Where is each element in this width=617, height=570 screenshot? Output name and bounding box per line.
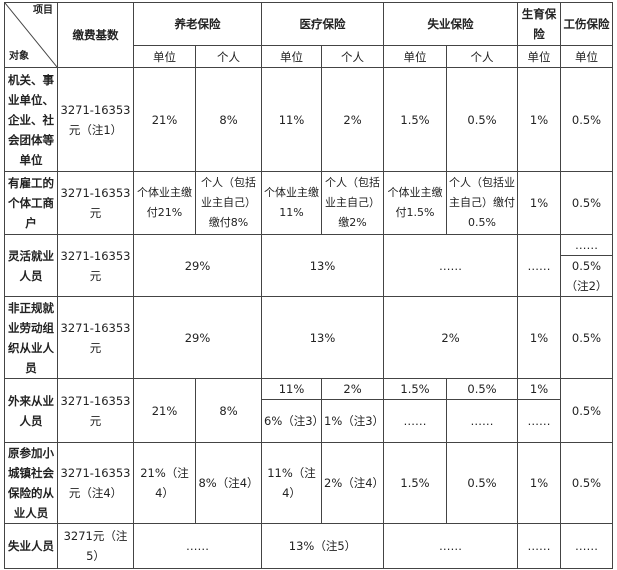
row-name: 机关、事业单位、企业、社会团体等单位 xyxy=(4,67,58,172)
row-base: 3271元（注5） xyxy=(57,523,134,569)
cell-unemp: 2% xyxy=(383,296,518,379)
cell-medical: 13% xyxy=(261,296,384,379)
cell-pension: …… xyxy=(133,523,262,569)
cell-unemp-unit-bottom: …… xyxy=(383,399,447,443)
cell-unemp-person: 个人（包括业主自己）缴付0.5% xyxy=(446,171,518,235)
cell-unemp-unit: 1.5% xyxy=(383,67,447,172)
cell-pension-unit: 21% xyxy=(133,378,196,443)
cell-injury: …… xyxy=(560,523,613,569)
cell-injury: 0.5% xyxy=(560,296,613,379)
sub-medical-unit: 单位 xyxy=(261,45,322,68)
corner-bottom-label: 对象 xyxy=(9,51,29,62)
social-insurance-table: 项目 对象 缴费基数 养老保险 医疗保险 失业保险 生育保险 工伤保险 单位 个… xyxy=(4,2,613,569)
cell-medical-unit: 个体业主缴11% xyxy=(261,171,322,235)
row-name: 失业人员 xyxy=(4,523,58,569)
cell-medical-person: 2%（注4） xyxy=(321,442,384,524)
cell-medical-person-bottom: 1%（注3） xyxy=(321,399,384,443)
cell-pension: 29% xyxy=(133,296,262,379)
cell-maternity: 1% xyxy=(517,67,561,172)
row-name: 有雇工的个体工商户 xyxy=(4,171,58,235)
cell-maternity: …… xyxy=(517,523,561,569)
table-row: 灵活就业人员 3271-16353元 29% 13% …… …… …… xyxy=(4,234,613,297)
cell-injury: 0.5% xyxy=(560,378,613,443)
row-name: 外来从业人员 xyxy=(4,378,58,443)
cell-unemp-person: 0.5% xyxy=(446,442,518,524)
cell-maternity: 1% xyxy=(517,442,561,524)
cell-maternity-bottom: …… xyxy=(517,399,561,443)
sub-maternity-unit: 单位 xyxy=(517,45,561,68)
cell-medical-person: 个人（包括业主自己）缴2% xyxy=(321,171,384,235)
cell-maternity: 1% xyxy=(517,296,561,379)
diagonal-line xyxy=(5,3,57,67)
cell-unemp-person-bottom: …… xyxy=(446,399,518,443)
table-row: 有雇工的个体工商户 3271-16353元 个体业主缴付21% 个人（包括业主自… xyxy=(4,171,613,235)
table-row: 失业人员 3271元（注5） …… 13%（注5） …… …… …… xyxy=(4,523,613,569)
table-row: 原参加小城镇社会保险的从业人员 3271-16353元（注4） 21%（注4） … xyxy=(4,442,613,524)
row-base: 3271-16353元 xyxy=(57,171,134,235)
cell-injury-top: …… xyxy=(560,234,613,256)
cell-unemp-person: 0.5% xyxy=(446,67,518,172)
cell-injury: 0.5% xyxy=(560,67,613,172)
cell-pension-unit: 21% xyxy=(133,67,196,172)
sub-unemp-person: 个人 xyxy=(446,45,518,68)
cell-unemp-unit: 个体业主缴付1.5% xyxy=(383,171,447,235)
cell-unemp-unit: 1.5% xyxy=(383,442,447,524)
cell-maternity-top: 1% xyxy=(517,378,561,400)
sub-pension-person: 个人 xyxy=(195,45,262,68)
row-name: 灵活就业人员 xyxy=(4,234,58,297)
cell-medical-unit-bottom: 6%（注3） xyxy=(261,399,322,443)
cell-pension-person: 8%（注4） xyxy=(195,442,262,524)
table-row: 非正规就业劳动组织从业人员 3271-16353元 29% 13% 2% 1% … xyxy=(4,296,613,379)
cell-medical: 13%（注5） xyxy=(261,523,384,569)
corner-top-label: 项目 xyxy=(33,5,53,16)
cell-pension-person: 个人（包括业主自己）缴付8% xyxy=(195,171,262,235)
cell-medical-unit: 11%（注4） xyxy=(261,442,322,524)
row-base: 3271-16353元 xyxy=(57,296,134,379)
table-row: 机关、事业单位、企业、社会团体等单位 3271-16353元（注1） 21% 8… xyxy=(4,67,613,172)
cell-pension-person: 8% xyxy=(195,67,262,172)
cell-unemp-unit-top: 1.5% xyxy=(383,378,447,400)
cell-maternity: …… xyxy=(517,234,561,297)
sub-unemp-unit: 单位 xyxy=(383,45,447,68)
table-row-sub: 0.5%（注2） xyxy=(5,255,613,297)
row-base: 3271-16353元（注1） xyxy=(57,67,134,172)
cell-pension-unit: 个体业主缴付21% xyxy=(133,171,196,235)
header-unemployment: 失业保险 xyxy=(383,2,518,46)
cell-maternity: 1% xyxy=(517,171,561,235)
sub-injury-unit: 单位 xyxy=(560,45,613,68)
cell-medical-person: 2% xyxy=(321,67,384,172)
header-medical: 医疗保险 xyxy=(261,2,384,46)
row-base: 3271-16353元 xyxy=(57,234,134,297)
cell-pension-unit: 21%（注4） xyxy=(133,442,196,524)
corner-cell: 项目 对象 xyxy=(4,2,58,68)
cell-medical-unit: 11% xyxy=(261,67,322,172)
sub-medical-person: 个人 xyxy=(321,45,384,68)
cell-injury-bottom: 0.5%（注2） xyxy=(560,255,613,297)
cell-unemp: …… xyxy=(383,234,518,297)
table-row: 外来从业人员 3271-16353元 21% 8% 11% 2% 1.5% 0.… xyxy=(4,378,613,443)
row-name: 非正规就业劳动组织从业人员 xyxy=(4,296,58,379)
cell-pension-person: 8% xyxy=(195,378,262,443)
cell-pension: 29% xyxy=(133,234,262,297)
cell-injury: 0.5% xyxy=(560,442,613,524)
cell-injury: 0.5% xyxy=(560,171,613,235)
cell-unemp: …… xyxy=(383,523,518,569)
row-name: 原参加小城镇社会保险的从业人员 xyxy=(4,442,58,524)
cell-medical-unit-top: 11% xyxy=(261,378,322,400)
header-base: 缴费基数 xyxy=(57,2,134,68)
header-injury: 工伤保险 xyxy=(560,2,613,46)
header-maternity: 生育保险 xyxy=(517,2,561,46)
row-base: 3271-16353元 xyxy=(57,378,134,443)
cell-medical: 13% xyxy=(261,234,384,297)
row-base: 3271-16353元（注4） xyxy=(57,442,134,524)
sub-pension-unit: 单位 xyxy=(133,45,196,68)
cell-unemp-person-top: 0.5% xyxy=(446,378,518,400)
cell-medical-person-top: 2% xyxy=(321,378,384,400)
header-row-main: 项目 对象 缴费基数 养老保险 医疗保险 失业保险 生育保险 工伤保险 xyxy=(4,2,613,68)
header-pension: 养老保险 xyxy=(133,2,262,46)
